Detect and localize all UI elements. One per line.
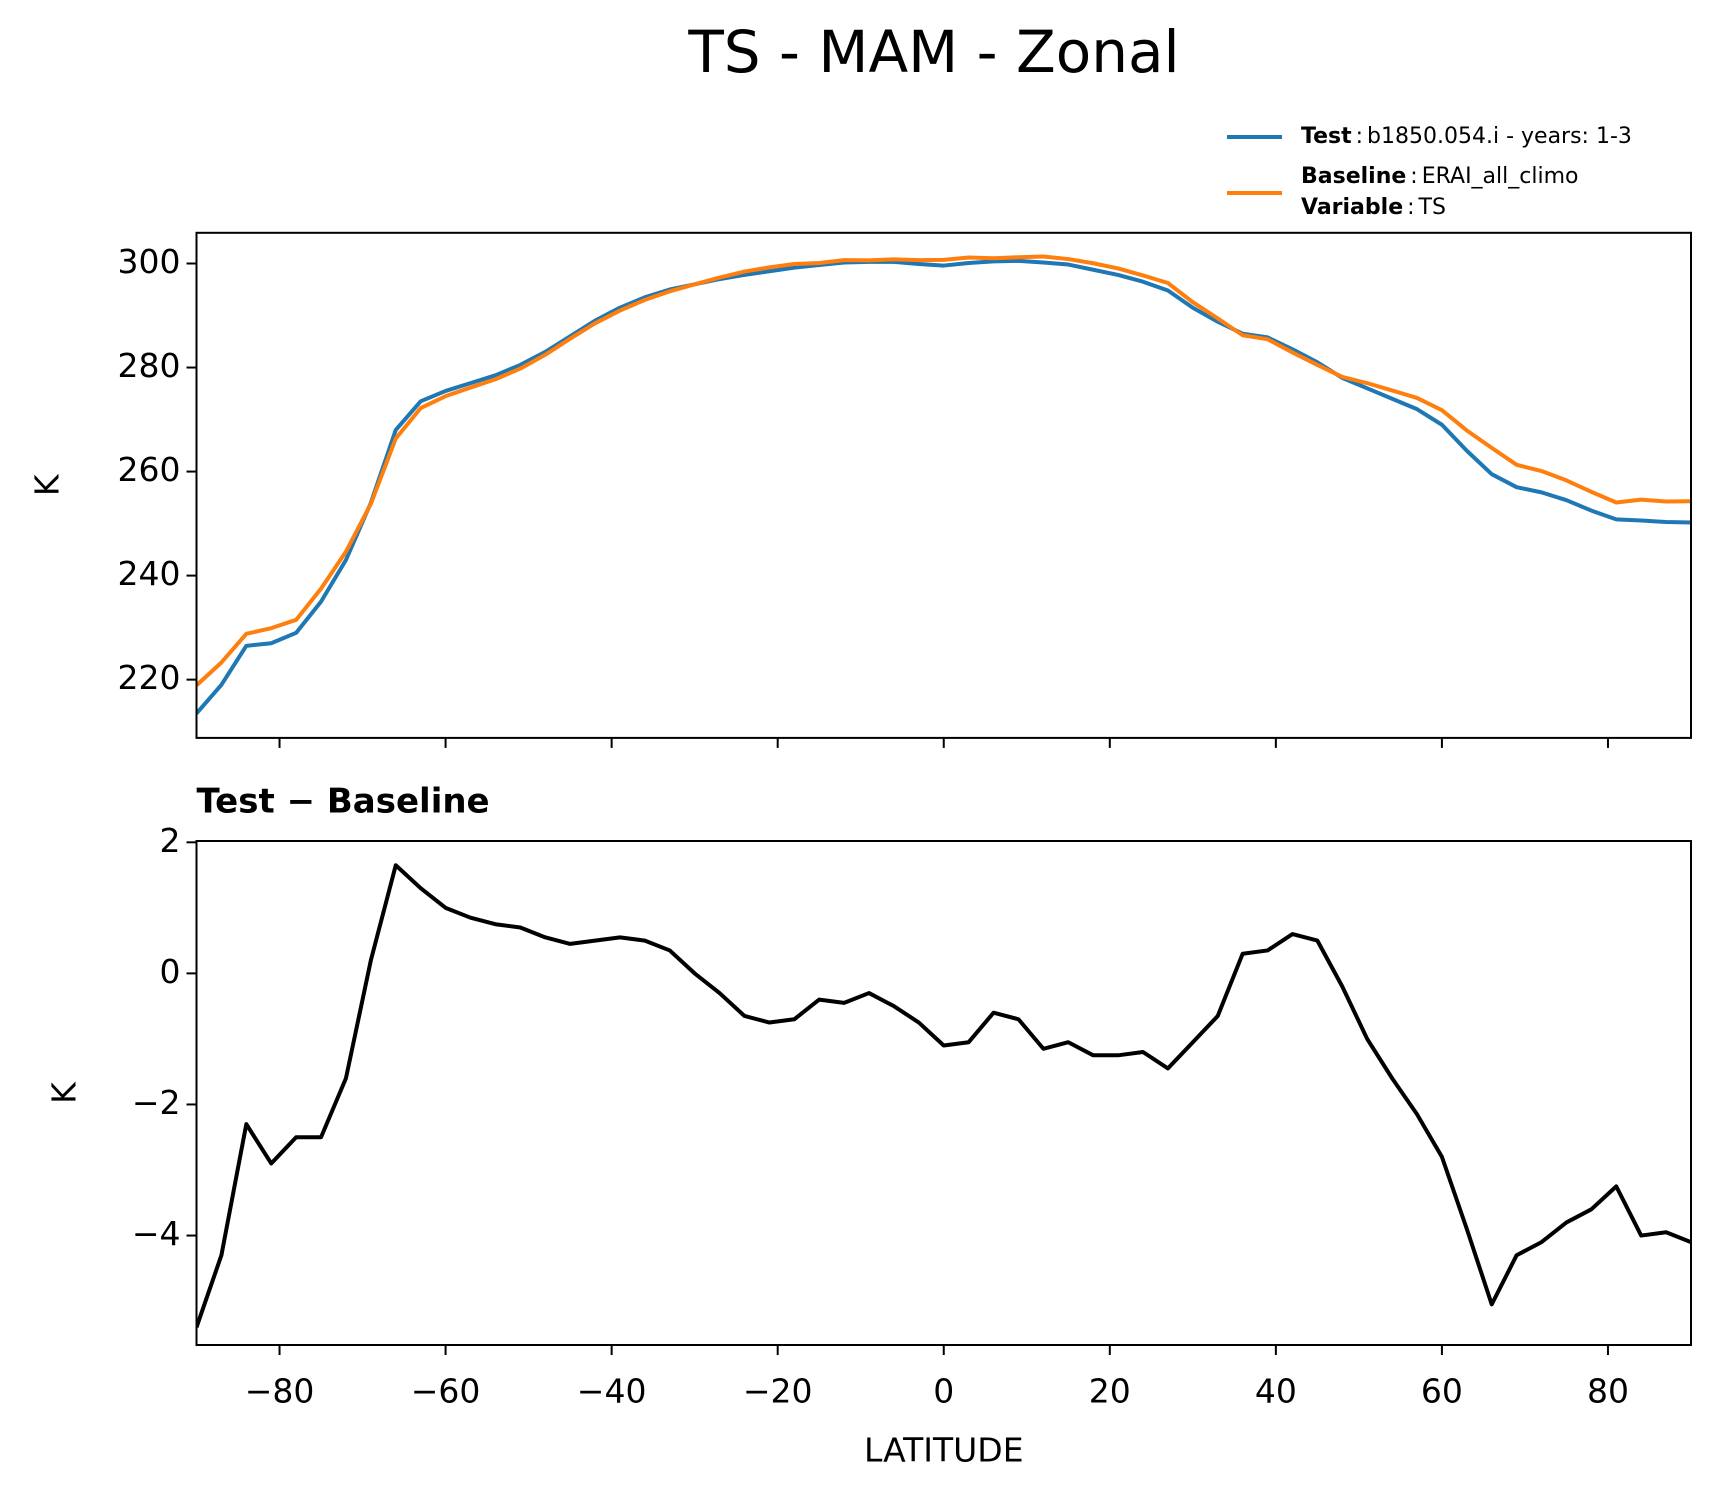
legend-entry: Baseline: ERAI_all_climo [1301, 164, 1578, 189]
y-tick-label: 240 [118, 554, 181, 593]
data-line [196, 258, 1691, 715]
x-tick-label: 0 [933, 1372, 954, 1411]
y-tick-label: 2 [160, 821, 181, 860]
x-tick-label: 20 [1089, 1372, 1131, 1411]
y-axis-label: K [45, 1081, 84, 1104]
x-tick-label: 60 [1421, 1372, 1463, 1411]
legend-separator: : [1407, 195, 1414, 220]
legend-description: b1850.054.i - years: 1-3 [1367, 124, 1632, 149]
data-line [196, 863, 1691, 1328]
legend-description: ERAI_all_climo [1422, 164, 1579, 189]
y-tick-label: 220 [118, 658, 181, 697]
axes-frame [195, 231, 1692, 739]
y-tick-label: 260 [118, 450, 181, 489]
y-tick-label: 0 [160, 952, 181, 991]
x-axis-label: LATITUDE [864, 1431, 1024, 1470]
y-tick-label: 280 [118, 346, 181, 385]
x-tick-label: −60 [411, 1372, 481, 1411]
legend-variable-value: TS [1418, 195, 1446, 220]
figure-title: TS - MAM - Zonal [687, 18, 1179, 86]
y-tick-label: −4 [132, 1214, 181, 1253]
legend-separator: : [1410, 164, 1417, 189]
x-tick-label: 80 [1587, 1372, 1629, 1411]
y-tick-label: 300 [118, 242, 181, 281]
y-axis-label: K [28, 473, 67, 496]
legend-separator: : [1356, 124, 1363, 149]
x-tick-label: −80 [245, 1372, 315, 1411]
legend-name: Test [1301, 124, 1352, 149]
axes-frame [195, 840, 1692, 1346]
subplot-title: Test − Baseline [197, 782, 490, 822]
legend-variable: Variable: TS [1301, 195, 1446, 220]
y-tick-label: −2 [132, 1083, 181, 1122]
legend-variable-label: Variable [1301, 195, 1403, 220]
x-tick-label: −20 [743, 1372, 813, 1411]
x-tick-label: −40 [577, 1372, 647, 1411]
legend-entry: Test: b1850.054.i - years: 1-3 [1301, 124, 1632, 149]
legend-name: Baseline [1301, 164, 1406, 189]
data-line [196, 254, 1691, 687]
x-tick-label: 40 [1255, 1372, 1297, 1411]
